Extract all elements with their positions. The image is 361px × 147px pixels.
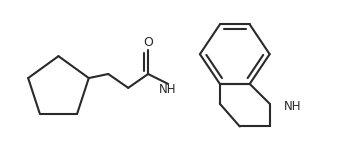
Text: NH: NH — [159, 83, 177, 96]
Text: O: O — [143, 36, 153, 49]
Text: NH: NH — [284, 100, 301, 113]
